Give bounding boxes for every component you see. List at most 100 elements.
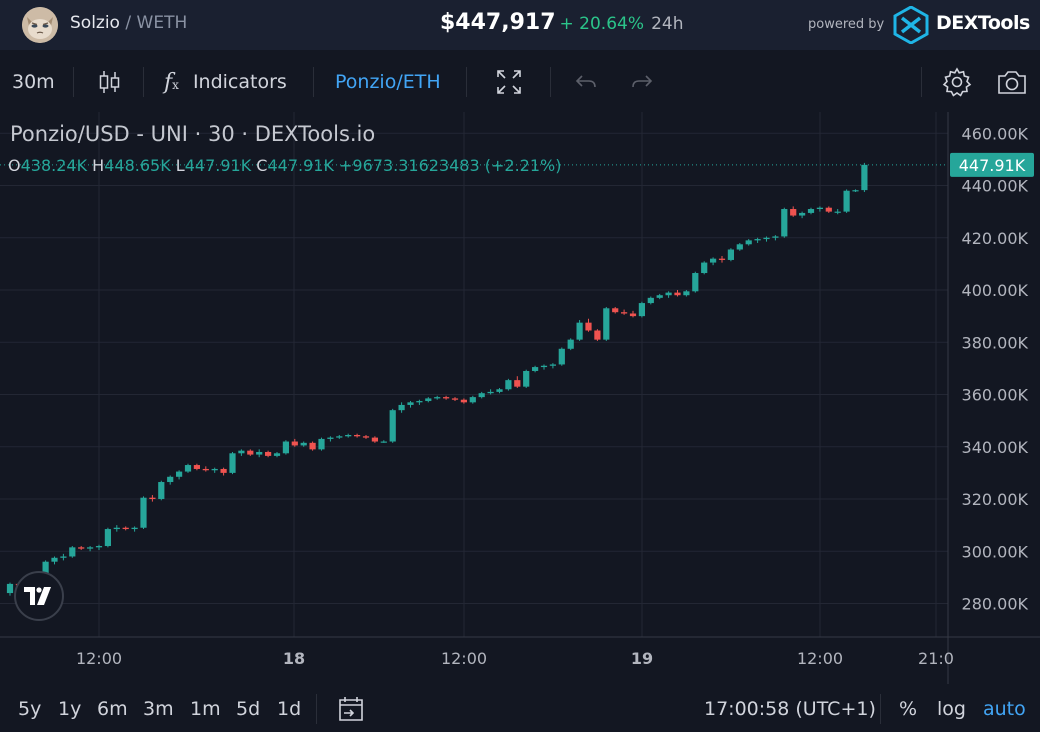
candle-body bbox=[416, 401, 423, 403]
candle bbox=[434, 395, 441, 400]
redo-icon[interactable] bbox=[630, 56, 654, 108]
candle bbox=[701, 261, 708, 275]
compare-symbol-button[interactable]: Ponzio/ETH bbox=[335, 71, 441, 93]
candle-body bbox=[496, 389, 503, 392]
y-tick-label: 440.00K bbox=[962, 177, 1029, 196]
candle bbox=[443, 395, 450, 400]
interval-button[interactable]: 30m bbox=[12, 71, 55, 93]
candle bbox=[816, 206, 823, 212]
quote-symbol: WETH bbox=[136, 13, 188, 33]
candle-body bbox=[790, 209, 797, 216]
chart-toolbar: 30m fx Indicators Ponzio/ETH bbox=[0, 56, 1040, 108]
price-chart[interactable]: 280.00K 300.00K 320.00K 340.00K 360.00K 380.0… bbox=[0, 112, 1040, 684]
toolbar-divider bbox=[880, 694, 881, 724]
candle-body bbox=[656, 295, 663, 298]
tradingview-logo-icon[interactable] bbox=[14, 571, 64, 621]
x-tick-label: 19 bbox=[631, 649, 653, 668]
go-to-date-icon[interactable] bbox=[336, 686, 366, 732]
candle-style-icon[interactable] bbox=[96, 56, 122, 108]
candle-body bbox=[674, 292, 681, 296]
fullscreen-icon[interactable] bbox=[495, 56, 523, 108]
timezone-clock[interactable]: 17:00:58 (UTC+1) bbox=[704, 698, 876, 720]
range-1d-button[interactable]: 1d bbox=[277, 698, 302, 720]
candle bbox=[256, 449, 263, 458]
candle-body bbox=[692, 273, 699, 292]
candle bbox=[51, 556, 58, 565]
toolbar-divider bbox=[313, 67, 314, 97]
candle bbox=[736, 242, 743, 251]
candle bbox=[532, 365, 539, 373]
toolbar-divider bbox=[73, 67, 74, 97]
x-tick-label: 12:00 bbox=[797, 649, 843, 668]
candle-body bbox=[621, 312, 628, 314]
candle-body bbox=[799, 212, 806, 216]
range-6m-button[interactable]: 6m bbox=[97, 698, 128, 720]
candle bbox=[211, 467, 218, 473]
candle-body bbox=[567, 339, 574, 349]
candle-body bbox=[300, 442, 307, 446]
low-value: 447.91K bbox=[184, 156, 252, 175]
candle-body bbox=[113, 527, 120, 530]
range-1m-button[interactable]: 1m bbox=[190, 698, 221, 720]
last-price-marker: 447.91K bbox=[0, 152, 1034, 177]
candle bbox=[656, 293, 663, 300]
indicators-button[interactable]: fx Indicators bbox=[164, 56, 287, 108]
candle-body bbox=[202, 468, 209, 471]
candle-body bbox=[754, 239, 761, 241]
range-1y-button[interactable]: 1y bbox=[58, 698, 82, 720]
candle-body bbox=[104, 529, 111, 547]
snapshot-camera-icon[interactable] bbox=[996, 56, 1028, 108]
candle-body bbox=[505, 380, 512, 390]
range-3m-button[interactable]: 3m bbox=[143, 698, 174, 720]
candle-body bbox=[540, 365, 548, 368]
candle-body bbox=[514, 380, 521, 387]
candle bbox=[825, 206, 832, 213]
candle-body bbox=[140, 497, 147, 528]
candle-body bbox=[211, 468, 218, 471]
candle bbox=[781, 207, 788, 238]
candle-body bbox=[193, 465, 200, 469]
candle bbox=[202, 466, 209, 472]
dextools-logo-icon[interactable] bbox=[893, 5, 929, 45]
candle bbox=[460, 398, 467, 404]
candle-body bbox=[585, 322, 592, 331]
candle-body bbox=[763, 237, 770, 240]
candle bbox=[514, 376, 521, 388]
range-5d-button[interactable]: 5d bbox=[236, 698, 261, 720]
candle-body bbox=[122, 527, 129, 530]
candle bbox=[380, 440, 387, 443]
x-tick-label: 12:00 bbox=[441, 649, 487, 668]
open-value: 438.24K bbox=[20, 156, 88, 175]
candle bbox=[754, 237, 761, 243]
range-5y-button[interactable]: 5y bbox=[18, 698, 42, 720]
candle bbox=[745, 239, 752, 246]
settings-gear-icon[interactable] bbox=[942, 56, 972, 108]
log-scale-toggle[interactable]: log bbox=[937, 698, 966, 720]
y-tick-label: 380.00K bbox=[962, 333, 1029, 352]
candle bbox=[95, 544, 103, 550]
candle-body bbox=[816, 207, 823, 210]
candle-body bbox=[772, 236, 779, 238]
candle bbox=[665, 291, 672, 298]
auto-scale-toggle[interactable]: auto bbox=[983, 698, 1026, 720]
time-axis: 12:00 18 12:00 19 12:00 21:0 bbox=[76, 649, 954, 668]
change-period: 24h bbox=[651, 14, 684, 34]
brand-name[interactable]: DEXTools bbox=[936, 12, 1030, 34]
candle-body bbox=[638, 303, 645, 317]
candle bbox=[69, 546, 76, 558]
candle bbox=[772, 235, 779, 241]
pair-name: Solzio / WETH bbox=[70, 13, 187, 33]
candle bbox=[158, 480, 165, 501]
candle bbox=[478, 391, 485, 399]
candle bbox=[282, 440, 289, 455]
candle-body bbox=[282, 441, 289, 454]
price-axis: 280.00K 300.00K 320.00K 340.00K 360.00K 380.0… bbox=[962, 124, 1029, 613]
candle bbox=[247, 449, 254, 456]
percent-scale-toggle[interactable]: % bbox=[899, 698, 918, 720]
candle-body bbox=[647, 297, 654, 304]
y-tick-label: 360.00K bbox=[962, 386, 1029, 405]
last-price-label: 447.91K bbox=[959, 156, 1026, 175]
candle-body bbox=[523, 370, 530, 387]
candle-body bbox=[576, 322, 583, 340]
undo-icon[interactable] bbox=[574, 56, 598, 108]
